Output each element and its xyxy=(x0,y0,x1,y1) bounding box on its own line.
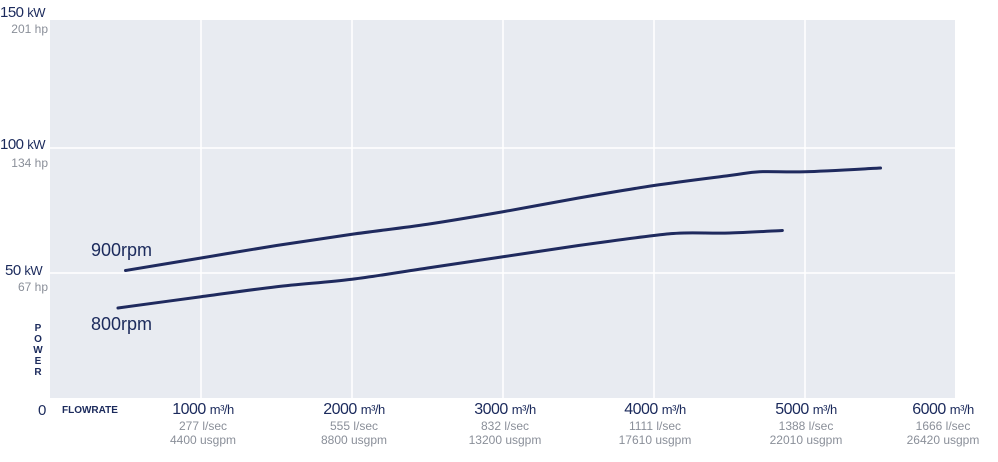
series-line-900rpm xyxy=(124,166,882,272)
x-tick-6000: 6000 m³/h 1666 l/sec 26420 usgpm xyxy=(906,401,980,447)
x-tick-2000: 2000 m³/h 555 l/sec 8800 usgpm xyxy=(320,401,388,447)
y-tick-hp-50: 67 hp xyxy=(17,280,48,294)
y-axis-label: POWER xyxy=(33,323,43,378)
series-line-800rpm xyxy=(116,229,784,310)
y-tick-kw-50: 50 kW xyxy=(5,262,43,279)
series-label-900rpm: 900rpm xyxy=(91,240,153,260)
y-tick-zero: 0 xyxy=(38,402,47,419)
y-tick-kw-100: 100 kW xyxy=(0,136,45,153)
x-tick-5000: 5000 m³/h 1388 l/sec 22010 usgpm xyxy=(769,401,843,447)
x-tick-4000: 4000 m³/h 1111 l/sec 17610 usgpm xyxy=(618,401,692,447)
x-tick-1000: 1000 m³/h 277 l/sec 4400 usgpm xyxy=(169,401,237,447)
series-label-800rpm: 800rpm xyxy=(91,314,153,334)
x-tick-3000: 3000 m³/h 832 l/sec 13200 usgpm xyxy=(468,401,542,447)
y-tick-kw-150: 150 kW xyxy=(0,4,45,21)
y-tick-hp-150: 201 hp xyxy=(11,22,48,36)
x-axis-label: FLOWRATE xyxy=(62,405,118,416)
y-tick-hp-100: 134 hp xyxy=(11,156,48,170)
